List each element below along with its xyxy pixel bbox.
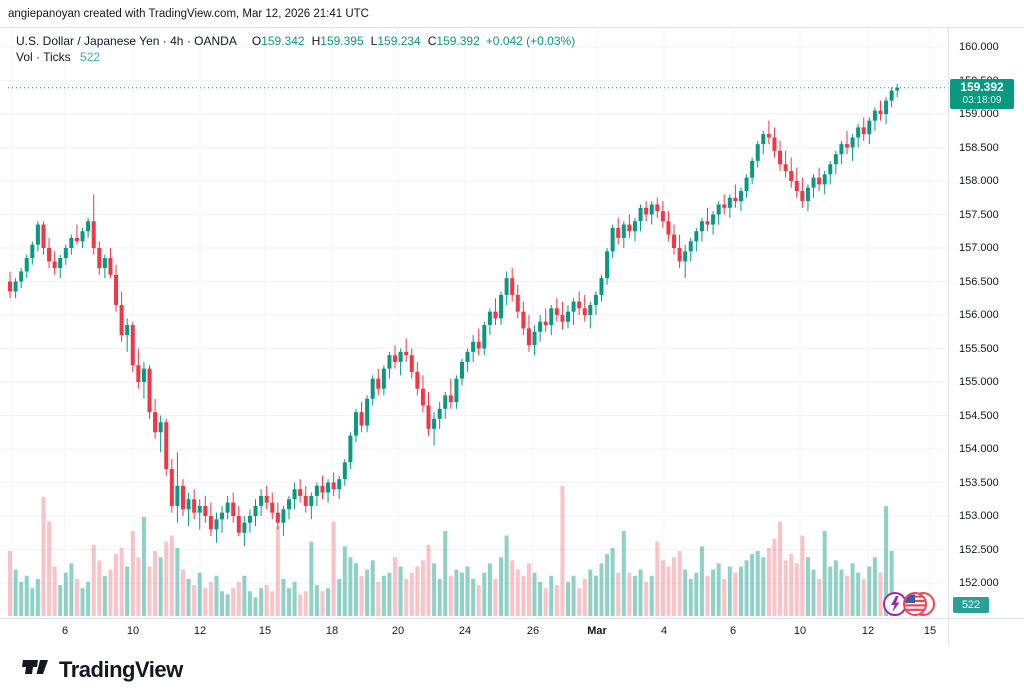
- exchange-name[interactable]: OANDA: [194, 34, 237, 48]
- candlesticks: [8, 83, 900, 547]
- lightning-event-icon[interactable]: [883, 592, 907, 616]
- time-axis-label: 6: [729, 625, 737, 637]
- time-axis-label: 10: [793, 625, 807, 637]
- price-axis-label: 160.000: [959, 41, 999, 53]
- volume-badge: 522: [953, 597, 989, 613]
- price-axis-label: 152.000: [959, 577, 999, 589]
- interval-value[interactable]: 4h: [170, 34, 184, 48]
- price-axis-label: 156.500: [959, 275, 999, 288]
- event-icons[interactable]: [882, 590, 942, 618]
- price-axis-label: 155.500: [959, 342, 999, 355]
- time-axis-label: 20: [391, 625, 405, 637]
- time-axis-label: 26: [526, 625, 540, 637]
- price-axis-label: 158.000: [959, 175, 999, 187]
- time-axis-label: 4: [660, 625, 668, 637]
- price-axis-label: 153.500: [959, 476, 999, 489]
- current-price-value: 159.392: [960, 80, 1004, 94]
- price-axis-label: 158.500: [959, 141, 999, 154]
- grid-lines: [0, 28, 948, 618]
- price-axis-label: 154.000: [959, 443, 999, 455]
- price-axis[interactable]: 160.000159.500159.000158.500158.000157.5…: [948, 28, 1024, 645]
- time-axis-label: 12: [861, 625, 875, 637]
- symbol-title[interactable]: U.S. Dollar / Japanese Yen: [16, 34, 160, 48]
- time-axis-label: 24: [458, 625, 472, 637]
- tradingview-logo-text: TradingView: [59, 657, 183, 682]
- ohlc-high: H159.395: [311, 34, 364, 48]
- price-axis-label: 159.000: [959, 108, 999, 120]
- chart-legend: U.S. Dollar / Japanese Yen · 4h · OANDA O…: [16, 33, 575, 65]
- time-axis-label: 15: [258, 625, 272, 637]
- price-axis-label: 155.000: [959, 376, 999, 388]
- ohlc-low: L159.234: [370, 34, 421, 48]
- tradingview-logo-icon: [22, 660, 48, 674]
- attribution: angiepanoyan created with TradingView.co…: [0, 0, 1024, 28]
- time-axis-label: 12: [193, 625, 207, 637]
- price-axis-label: 154.500: [959, 409, 999, 422]
- price-axis-label: 157.000: [959, 242, 999, 254]
- tradingview-logo[interactable]: TradingView: [22, 657, 183, 683]
- candlestick-chart[interactable]: [0, 28, 1024, 618]
- footer: TradingView: [0, 645, 1024, 698]
- time-axis-label: 15: [923, 625, 937, 637]
- price-axis-label: 152.500: [959, 543, 999, 556]
- volume-label[interactable]: Vol · Ticks: [16, 50, 71, 64]
- time-axis-label: Mar: [587, 625, 607, 637]
- time-axis-label: 6: [61, 625, 69, 637]
- bar-countdown: 03:18:09: [962, 95, 1002, 106]
- time-axis-label: 18: [325, 625, 339, 637]
- legend-separator: ·: [186, 34, 191, 48]
- price-axis-label: 157.500: [959, 208, 999, 221]
- us-flag-event-icon[interactable]: [903, 592, 935, 616]
- price-axis-label: 156.000: [959, 309, 999, 321]
- price-change: +0.042 (+0.03%): [485, 34, 576, 48]
- volume-bars: [8, 486, 900, 616]
- chart-canvas[interactable]: U.S. Dollar / Japanese Yen · 4h · OANDA O…: [0, 28, 1024, 645]
- legend-separator: ·: [162, 34, 167, 48]
- time-axis-label: 10: [126, 625, 140, 637]
- legend-volume-row: Vol · Ticks 522: [16, 49, 575, 65]
- ohlc-open: O159.342: [251, 34, 305, 48]
- price-axis-label: 153.000: [959, 510, 999, 522]
- time-axis[interactable]: 6 10 12 15 18 20 24 26 Mar 4 6 10 12 15: [0, 618, 1024, 645]
- current-price-badge: 159.392 03:18:09: [950, 79, 1014, 109]
- ohlc-close: C159.392: [427, 34, 480, 48]
- legend-symbol-row: U.S. Dollar / Japanese Yen · 4h · OANDA O…: [16, 33, 575, 49]
- volume-value: 522: [80, 50, 101, 64]
